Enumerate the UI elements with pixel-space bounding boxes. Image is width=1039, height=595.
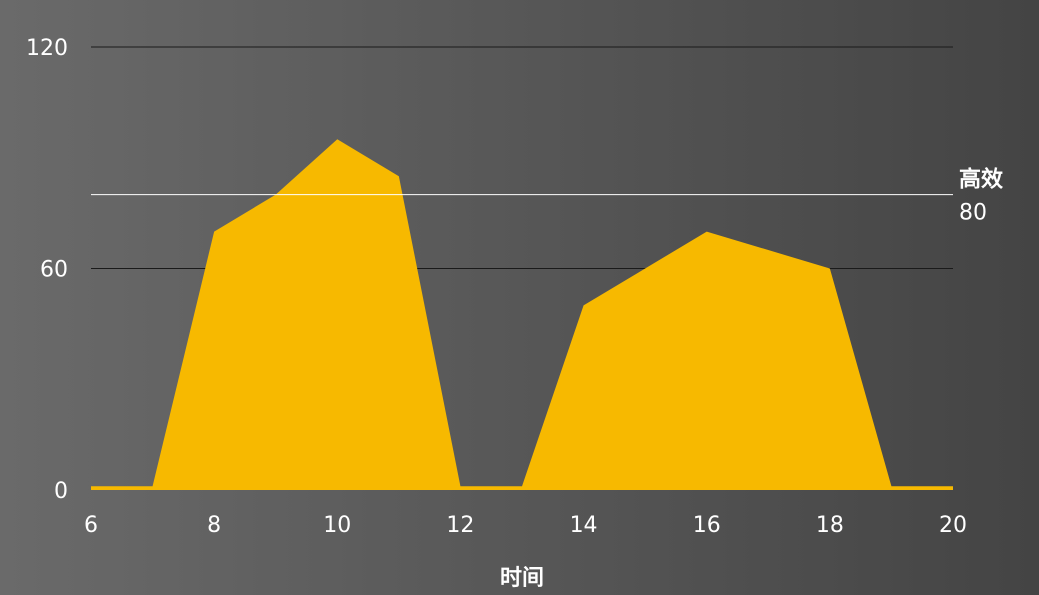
y-tick-label: 120: [26, 36, 68, 61]
x-axis-title: 时间: [500, 566, 544, 591]
x-tick-label: 10: [323, 513, 351, 538]
x-tick-label: 8: [207, 513, 221, 538]
x-tick-label: 16: [693, 513, 721, 538]
x-tick-label: 6: [84, 513, 98, 538]
reference-line-value: 80: [959, 201, 987, 226]
series-area: [91, 139, 953, 490]
y-tick-label: 0: [54, 479, 68, 504]
reference-line-label: 高效: [959, 167, 1003, 193]
x-axis-ticks: 6 8 10 12 14 16 18 20: [84, 513, 967, 538]
x-tick-label: 18: [816, 513, 844, 538]
reference-line-layer: 高效 80: [91, 167, 1003, 226]
series-area-layer: [91, 139, 953, 490]
x-tick-label: 14: [570, 513, 598, 538]
x-tick-label: 12: [446, 513, 474, 538]
x-tick-label: 20: [939, 513, 967, 538]
y-axis-ticks: 0 60 120: [26, 36, 68, 504]
y-tick-label: 60: [40, 258, 68, 283]
